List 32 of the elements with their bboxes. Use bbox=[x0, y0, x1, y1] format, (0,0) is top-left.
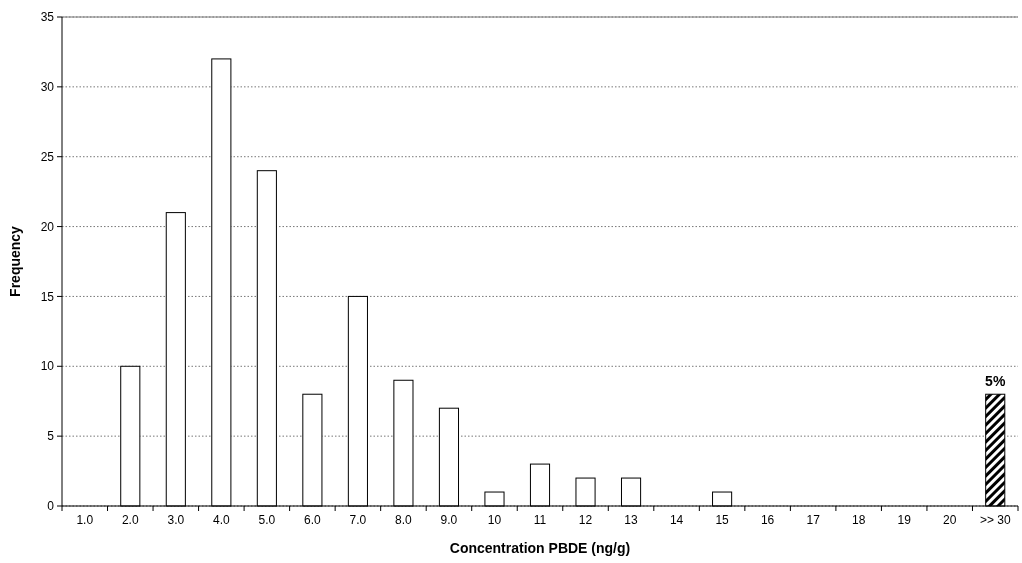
y-tick-label: 0 bbox=[47, 499, 55, 514]
x-tick-label: 13 bbox=[624, 513, 639, 527]
x-tick-label: 14 bbox=[669, 513, 684, 527]
x-tick-label: 9.0 bbox=[440, 513, 458, 527]
x-tick-label: 2.0 bbox=[121, 513, 139, 527]
y-tick-label: 35 bbox=[40, 10, 55, 25]
y-axis-title: Frequency bbox=[7, 225, 23, 297]
annotation: 5% bbox=[985, 373, 1006, 390]
x-tick-label: 15 bbox=[715, 513, 730, 527]
x-tick-label: 19 bbox=[897, 513, 912, 527]
x-tick-label: 4.0 bbox=[212, 513, 230, 527]
y-tick-label: 20 bbox=[40, 219, 55, 234]
y-tick-label: 15 bbox=[40, 289, 55, 304]
y-tick-label: 10 bbox=[40, 359, 55, 374]
x-tick-label: 18 bbox=[851, 513, 866, 527]
y-tick-label: 5 bbox=[47, 429, 55, 444]
x-tick-label: 10 bbox=[487, 513, 502, 527]
y-tick-label: 25 bbox=[40, 149, 55, 164]
x-tick-label: 7.0 bbox=[349, 513, 367, 527]
x-tick-label: 1.0 bbox=[76, 513, 94, 527]
x-tick-label: 11 bbox=[533, 513, 547, 527]
x-tick-label: >> 30 bbox=[979, 513, 1011, 527]
x-tick-label: 5.0 bbox=[258, 513, 276, 527]
x-axis-title: Concentration PBDE (ng/g) bbox=[449, 540, 631, 556]
x-tick-label: 12 bbox=[578, 513, 593, 527]
x-tick-label: 16 bbox=[760, 513, 775, 527]
x-tick-label: 20 bbox=[943, 513, 957, 527]
x-tick-label: 3.0 bbox=[167, 513, 185, 527]
x-tick-label: 17 bbox=[806, 513, 821, 527]
y-tick-label: 30 bbox=[40, 80, 55, 95]
x-tick-label: 8.0 bbox=[395, 513, 413, 527]
x-tick-label: 6.0 bbox=[304, 513, 322, 527]
